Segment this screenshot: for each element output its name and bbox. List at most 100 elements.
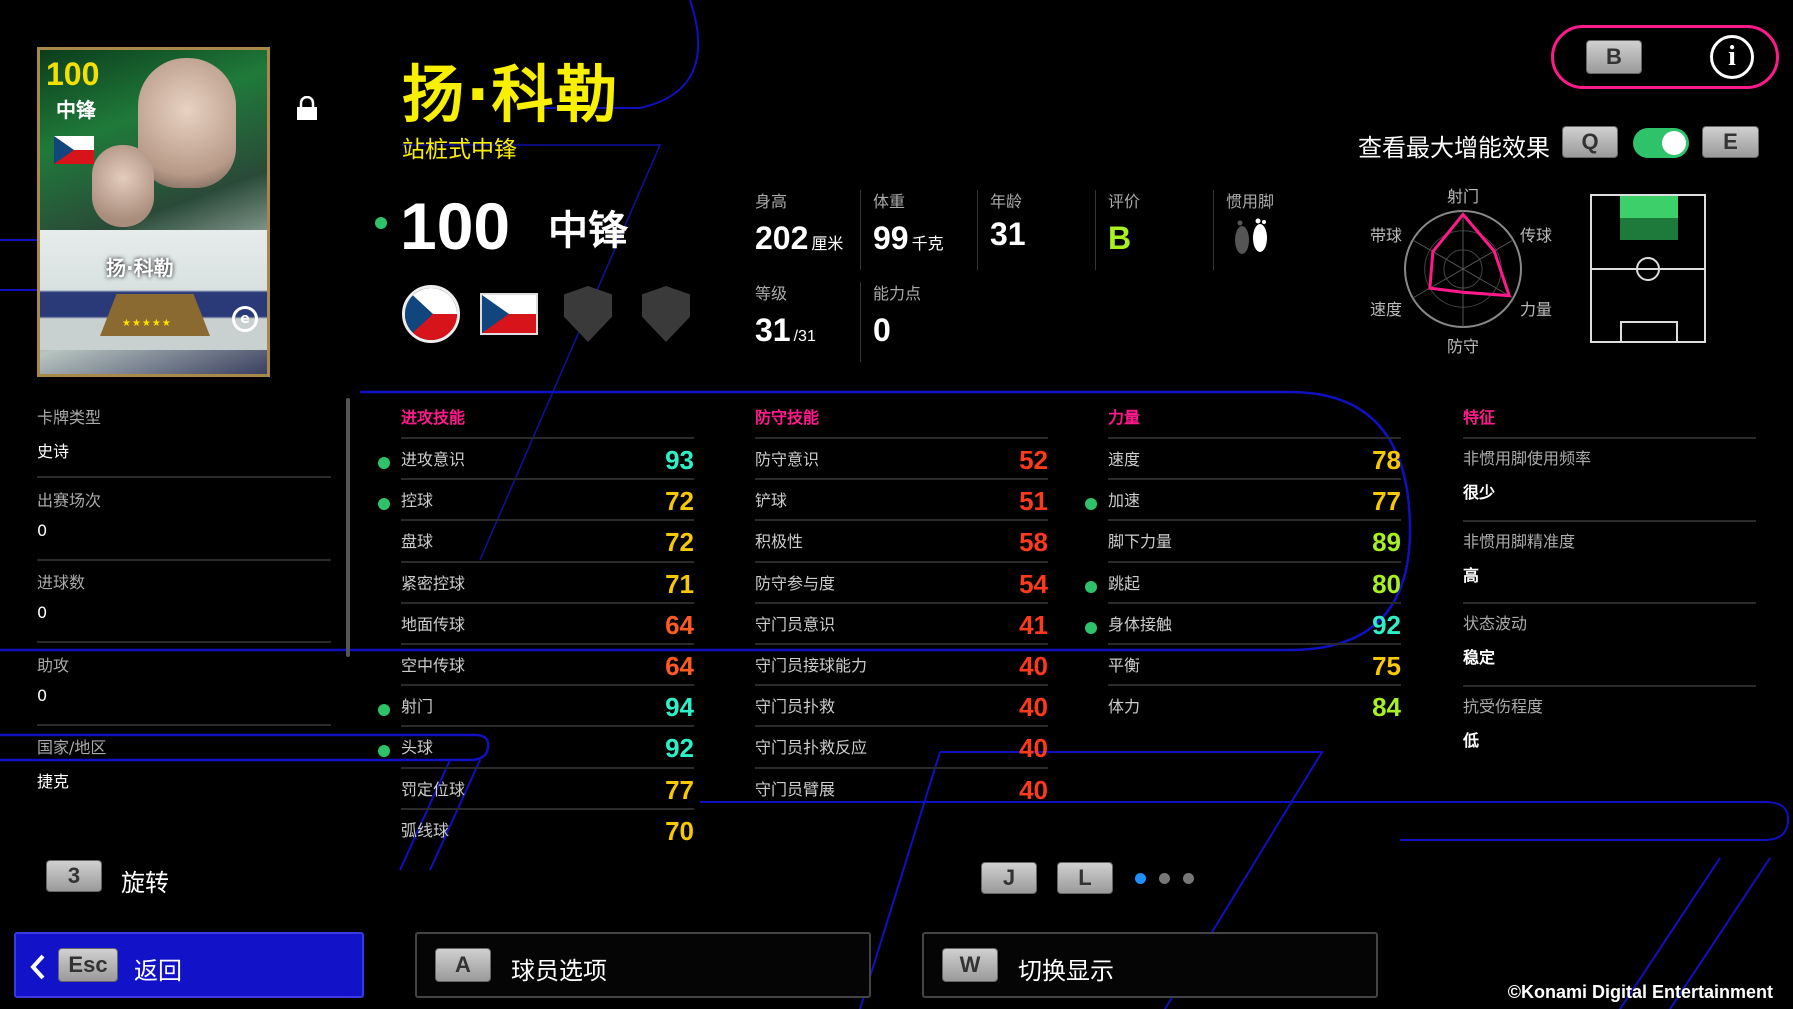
radar-shape: [1428, 212, 1512, 298]
divider: [755, 601, 1048, 604]
stat-value: 92: [665, 733, 694, 764]
trait-value: 高: [1463, 565, 1480, 585]
divider: [977, 190, 978, 270]
stat-label: 弧线球: [401, 820, 450, 840]
age-value: 31: [990, 216, 1026, 252]
w-key: W: [942, 948, 998, 982]
info-label: 国家/地区: [37, 738, 107, 757]
switch-display-button[interactable]: W 切换显示: [922, 932, 1378, 998]
stat-value: 70: [665, 815, 694, 846]
rotate-key-button[interactable]: 3: [46, 860, 102, 892]
divider: [401, 437, 694, 439]
divider: [755, 478, 1048, 481]
section-title: 特征: [1463, 408, 1496, 427]
divider: [755, 643, 1048, 645]
divider: [860, 282, 861, 362]
card-position: 中锋: [56, 98, 96, 122]
next-page-button[interactable]: L: [1057, 862, 1113, 894]
stat-label: 头球: [401, 738, 434, 758]
position-pitch-map: [1590, 194, 1706, 343]
divider: [1463, 519, 1756, 522]
back-button[interactable]: Esc 返回: [14, 932, 364, 998]
prev-page-button[interactable]: J: [981, 862, 1037, 894]
stat-value: 54: [1019, 568, 1048, 599]
stat-value: 40: [1019, 774, 1048, 805]
info-label: 助攻: [37, 655, 70, 675]
stat-value: 64: [665, 651, 694, 681]
boost-dot: [378, 745, 390, 758]
stat-label: 积极性: [755, 532, 804, 552]
radar-label: 射门: [1447, 187, 1480, 206]
divider: [1463, 602, 1756, 604]
page-dot[interactable]: [1183, 873, 1194, 884]
divider: [1108, 643, 1401, 645]
pitch-center-circle: [1636, 257, 1660, 281]
player-card[interactable]: 100 中锋 扬·科勒 ★★★★★ e: [37, 47, 270, 377]
czech-flag-icon: [54, 136, 94, 164]
player-options-label: 球员选项: [511, 957, 607, 985]
card-name: 扬·科勒: [106, 256, 174, 280]
switch-display-label: 切换显示: [1018, 957, 1114, 985]
divider: [755, 437, 1048, 439]
stat-label: 加速: [1108, 491, 1141, 511]
stat-value: 77: [665, 774, 694, 805]
player-portrait-small: [92, 145, 154, 227]
trait-label: 状态波动: [1463, 614, 1528, 633]
stat-label: 铲球: [755, 491, 788, 511]
radar-label: 防守: [1447, 337, 1480, 356]
stat-label: 守门员臂展: [755, 779, 836, 799]
info-scrollbar[interactable]: [346, 398, 350, 657]
e-key-button[interactable]: E: [1702, 126, 1759, 158]
stat-value: 58: [1019, 527, 1048, 558]
info-icon[interactable]: i: [1710, 35, 1754, 79]
stat-value: 40: [1019, 692, 1048, 723]
info-label: 进球数: [37, 573, 86, 592]
b-key-button[interactable]: B: [1586, 40, 1642, 74]
boost-toggle[interactable]: [1633, 128, 1689, 158]
card-badge: [100, 294, 210, 336]
age-label: 年龄: [990, 192, 1023, 211]
empty-club-shield-icon: [564, 286, 612, 342]
radar-label: 速度: [1370, 300, 1403, 319]
stat-label: 守门员扑救反应: [755, 738, 868, 758]
player-options-button[interactable]: A 球员选项: [415, 932, 871, 998]
stat-value: 93: [665, 445, 694, 475]
stat-value: 84: [1372, 692, 1401, 723]
weight-value: 99 千克: [873, 220, 944, 256]
boost-dot: [378, 457, 390, 469]
height-value: 202 厘米: [755, 220, 844, 256]
overall-rating: 100: [400, 189, 511, 263]
stat-label: 脚下力量: [1108, 532, 1173, 552]
rotate-label: 旋转: [121, 869, 169, 897]
nationality-flag-icon: [402, 285, 460, 343]
page-dot-active[interactable]: [1135, 873, 1146, 884]
divider: [1108, 519, 1401, 522]
divider: [755, 519, 1048, 522]
boost-dot: [1085, 621, 1097, 634]
info-value: 0: [37, 603, 48, 622]
rating-label: 评价: [1108, 192, 1141, 211]
q-key-button[interactable]: Q: [1562, 126, 1618, 158]
foot-label: 惯用脚: [1226, 192, 1275, 211]
info-value: 史诗: [37, 442, 70, 461]
stat-label: 进攻意识: [401, 450, 466, 469]
divider: [401, 766, 694, 769]
section-title: 进攻技能: [401, 408, 466, 427]
stat-value: 71: [665, 568, 694, 599]
rating-value: B: [1108, 220, 1132, 256]
stat-label: 守门员接球能力: [755, 656, 868, 675]
stat-value: 72: [665, 486, 694, 517]
divider: [1108, 437, 1401, 439]
info-value: 捷克: [37, 772, 70, 791]
page-dot[interactable]: [1159, 873, 1170, 884]
stat-label: 平衡: [1108, 656, 1141, 675]
divider: [37, 476, 331, 478]
stat-label: 防守意识: [755, 450, 820, 469]
radar-chart: [1404, 210, 1522, 328]
stat-label: 守门员扑救: [755, 697, 836, 717]
divider: [37, 641, 331, 643]
trait-value: 低: [1463, 730, 1480, 750]
stat-label: 地面传球: [401, 614, 466, 634]
copyright: ©Konami Digital Entertainment: [1507, 982, 1773, 1002]
radar-axis: [1412, 239, 1514, 299]
